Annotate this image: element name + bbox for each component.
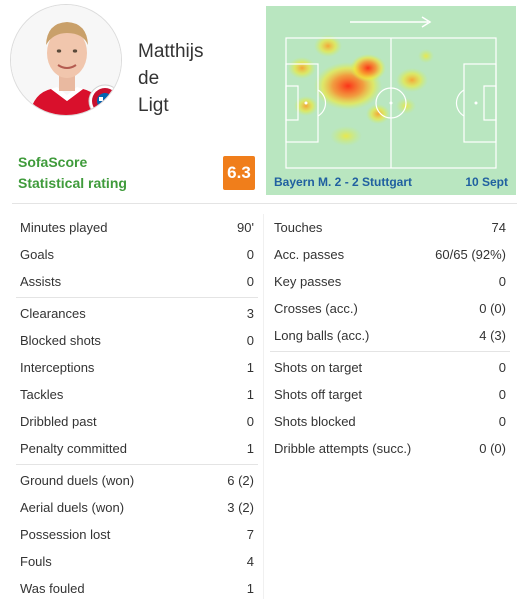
stat-row-blocked-shots: Blocked shots 0 bbox=[20, 327, 254, 354]
group-divider bbox=[16, 464, 258, 465]
stat-label: Tackles bbox=[20, 387, 64, 402]
club-crest-icon bbox=[88, 84, 121, 115]
stat-value: 6 (2) bbox=[227, 473, 254, 488]
stat-value: 0 bbox=[498, 360, 506, 375]
stat-value: 0 bbox=[246, 247, 254, 262]
player-photo bbox=[11, 5, 121, 115]
stat-value: 1 bbox=[246, 360, 254, 375]
stat-value: 0 (0) bbox=[479, 301, 506, 316]
stat-label: Ground duels (won) bbox=[20, 473, 135, 488]
stat-value: 7 bbox=[246, 527, 254, 542]
stat-label: Shots off target bbox=[274, 387, 362, 402]
stat-label: Dribble attempts (succ.) bbox=[274, 441, 412, 456]
heatmap-card: Bayern M. 2 - 2 Stuttgart 10 Sept bbox=[266, 6, 516, 195]
player-name: Matthijs de Ligt bbox=[138, 38, 203, 119]
stat-value: 3 bbox=[246, 306, 254, 321]
stat-row-possession-lost: Possession lost 7 bbox=[20, 521, 254, 548]
section-divider bbox=[12, 203, 517, 204]
stat-label: Penalty committed bbox=[20, 441, 127, 456]
stat-label: Key passes bbox=[274, 274, 342, 289]
stat-row-shots-on-target: Shots on target 0 bbox=[274, 354, 506, 381]
stat-row-clearances: Clearances 3 bbox=[20, 300, 254, 327]
rating-badge: 6.3 bbox=[223, 156, 255, 190]
stat-label: Fouls bbox=[20, 554, 52, 569]
stat-label: Shots on target bbox=[274, 360, 363, 375]
stat-row-was-fouled: Was fouled 1 bbox=[20, 575, 254, 602]
stat-label: Goals bbox=[20, 247, 54, 262]
player-first-name: Matthijs bbox=[138, 41, 204, 62]
stat-label: Interceptions bbox=[20, 360, 95, 375]
match-date: 10 Sept bbox=[465, 175, 508, 189]
player-avatar bbox=[10, 4, 122, 116]
stat-row-long-balls: Long balls (acc.) 4 (3) bbox=[274, 322, 506, 349]
stat-value: 0 bbox=[498, 414, 506, 429]
stat-value: 1 bbox=[246, 387, 254, 402]
stat-row-interceptions: Interceptions 1 bbox=[20, 354, 254, 381]
stat-label: Touches bbox=[274, 220, 323, 235]
column-divider bbox=[263, 214, 264, 599]
stat-row-goals: Goals 0 bbox=[20, 241, 254, 268]
player-last-name: Ligt bbox=[138, 95, 169, 116]
stat-row-dribbled-past: Dribbled past 0 bbox=[20, 408, 254, 435]
stat-value: 0 bbox=[498, 274, 506, 289]
stats-right-column: Touches 74 Acc. passes 60/65 (92%) Key p… bbox=[270, 214, 510, 462]
stat-label: Clearances bbox=[20, 306, 86, 321]
stat-value: 1 bbox=[246, 441, 254, 456]
heatmap-pitch bbox=[285, 16, 497, 169]
stat-value: 60/65 (92%) bbox=[435, 247, 506, 262]
stat-value: 4 (3) bbox=[479, 328, 506, 343]
stat-label: Shots blocked bbox=[274, 414, 356, 429]
stats-left-column: Minutes played 90' Goals 0 Assists 0 Cle… bbox=[16, 214, 258, 602]
stat-value: 0 (0) bbox=[479, 441, 506, 456]
stat-label: Aerial duels (won) bbox=[20, 500, 125, 515]
stat-label: Long balls (acc.) bbox=[274, 328, 370, 343]
stat-label: Assists bbox=[20, 274, 62, 289]
stat-row-key-passes: Key passes 0 bbox=[274, 268, 506, 295]
stat-row-ground-duels: Ground duels (won) 6 (2) bbox=[20, 467, 254, 494]
stat-value: 0 bbox=[246, 274, 254, 289]
arrow-right-icon bbox=[350, 16, 432, 28]
stat-row-shots-blocked: Shots blocked 0 bbox=[274, 408, 506, 435]
stat-row-assists: Assists 0 bbox=[20, 268, 254, 295]
group-divider bbox=[16, 297, 258, 298]
stat-row-minutes-played: Minutes played 90' bbox=[20, 214, 254, 241]
stat-label: Acc. passes bbox=[274, 247, 345, 262]
rating-label-brand: SofaScore bbox=[18, 154, 88, 170]
rating-label-text: Statistical rating bbox=[18, 175, 127, 191]
stat-value: 3 (2) bbox=[227, 500, 254, 515]
stat-value: 0 bbox=[246, 333, 254, 348]
match-score[interactable]: Bayern M. 2 - 2 Stuttgart bbox=[274, 175, 413, 189]
stat-value: 74 bbox=[491, 220, 506, 235]
rating-label: SofaScore Statistical rating bbox=[18, 152, 127, 194]
stat-row-penalty-committed: Penalty committed 1 bbox=[20, 435, 254, 462]
stat-value: 1 bbox=[246, 581, 254, 596]
stat-label: Minutes played bbox=[20, 220, 108, 235]
group-divider bbox=[270, 351, 510, 352]
stat-value: 4 bbox=[246, 554, 254, 569]
player-name-particle: de bbox=[138, 68, 160, 89]
stat-row-tackles: Tackles 1 bbox=[20, 381, 254, 408]
stat-row-dribble-attempts: Dribble attempts (succ.) 0 (0) bbox=[274, 435, 506, 462]
stat-row-touches: Touches 74 bbox=[274, 214, 506, 241]
stat-row-aerial-duels: Aerial duels (won) 3 (2) bbox=[20, 494, 254, 521]
stat-label: Possession lost bbox=[20, 527, 111, 542]
stat-value: 90' bbox=[237, 220, 254, 235]
stat-row-acc-passes: Acc. passes 60/65 (92%) bbox=[274, 241, 506, 268]
stat-label: Blocked shots bbox=[20, 333, 101, 348]
stat-row-shots-off-target: Shots off target 0 bbox=[274, 381, 506, 408]
stat-label: Crosses (acc.) bbox=[274, 301, 358, 316]
stat-value: 0 bbox=[498, 387, 506, 402]
stat-label: Was fouled bbox=[20, 581, 85, 596]
stat-row-crosses: Crosses (acc.) 0 (0) bbox=[274, 295, 506, 322]
stat-row-fouls: Fouls 4 bbox=[20, 548, 254, 575]
stat-label: Dribbled past bbox=[20, 414, 97, 429]
match-info: Bayern M. 2 - 2 Stuttgart 10 Sept bbox=[274, 175, 508, 189]
stat-value: 0 bbox=[246, 414, 254, 429]
